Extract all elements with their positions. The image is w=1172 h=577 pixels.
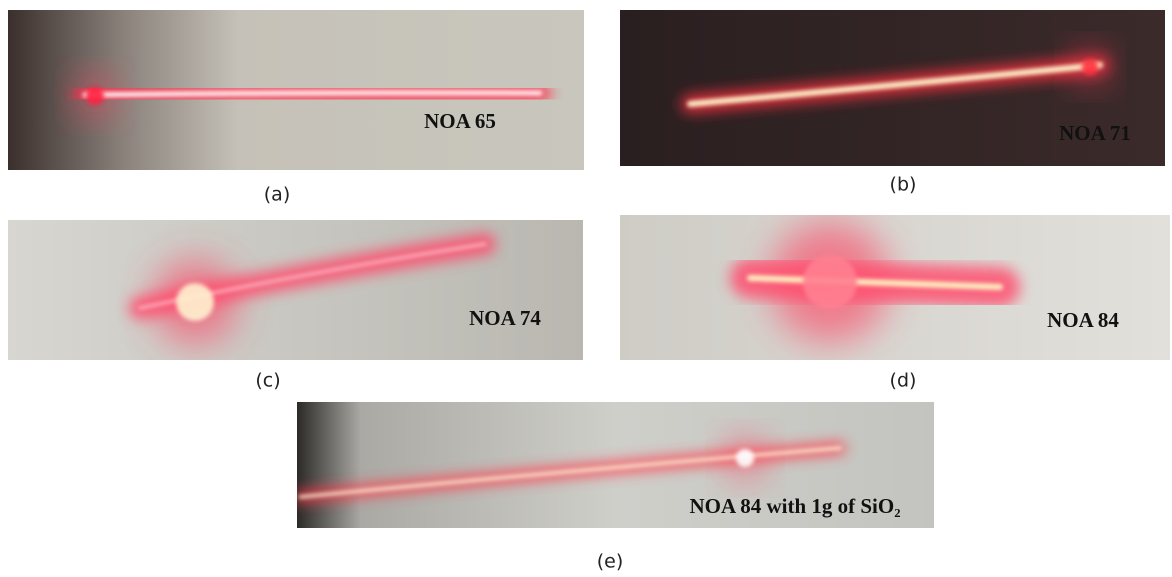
photo-background — [8, 220, 583, 360]
light-spot — [736, 449, 754, 467]
panel-label: NOA 71 — [1059, 121, 1131, 145]
photo — [8, 220, 583, 360]
photo-panel: NOA 71 (b) — [620, 10, 1165, 196]
panel-label: NOA 84 — [1047, 308, 1119, 332]
panel-label: NOA 74 — [469, 306, 541, 330]
photo-panel: NOA 74 (c) — [8, 220, 583, 392]
light-spot — [803, 255, 857, 309]
page: NOA 65(a)NOA 71(b)NOA 74(c)NOA 84(d)NOA … — [0, 0, 1172, 577]
panel-caption: (e) — [597, 551, 624, 573]
figure: NOA 65(a)NOA 71(b)NOA 74(c)NOA 84(d)NOA … — [0, 0, 1172, 577]
panel-caption: (b) — [890, 174, 917, 196]
photo-panel: NOA 84 with 1g of SiO₂ (e) — [297, 402, 934, 573]
laser-core — [85, 93, 540, 95]
light-spot — [176, 283, 214, 321]
panel-caption: (c) — [255, 370, 280, 392]
panel-label: NOA 65 — [424, 109, 496, 133]
panel-caption: (a) — [264, 184, 290, 206]
photo-panel: NOA 65 (a) — [8, 10, 584, 206]
photo — [620, 215, 1170, 360]
panel-caption: (d) — [890, 370, 917, 392]
light-spot — [1082, 59, 1098, 75]
panel-label: NOA 84 with 1g of SiO₂ — [689, 494, 900, 518]
photo-panel: NOA 84 (d) — [620, 215, 1170, 392]
photo — [8, 10, 584, 170]
light-spot — [86, 87, 104, 105]
